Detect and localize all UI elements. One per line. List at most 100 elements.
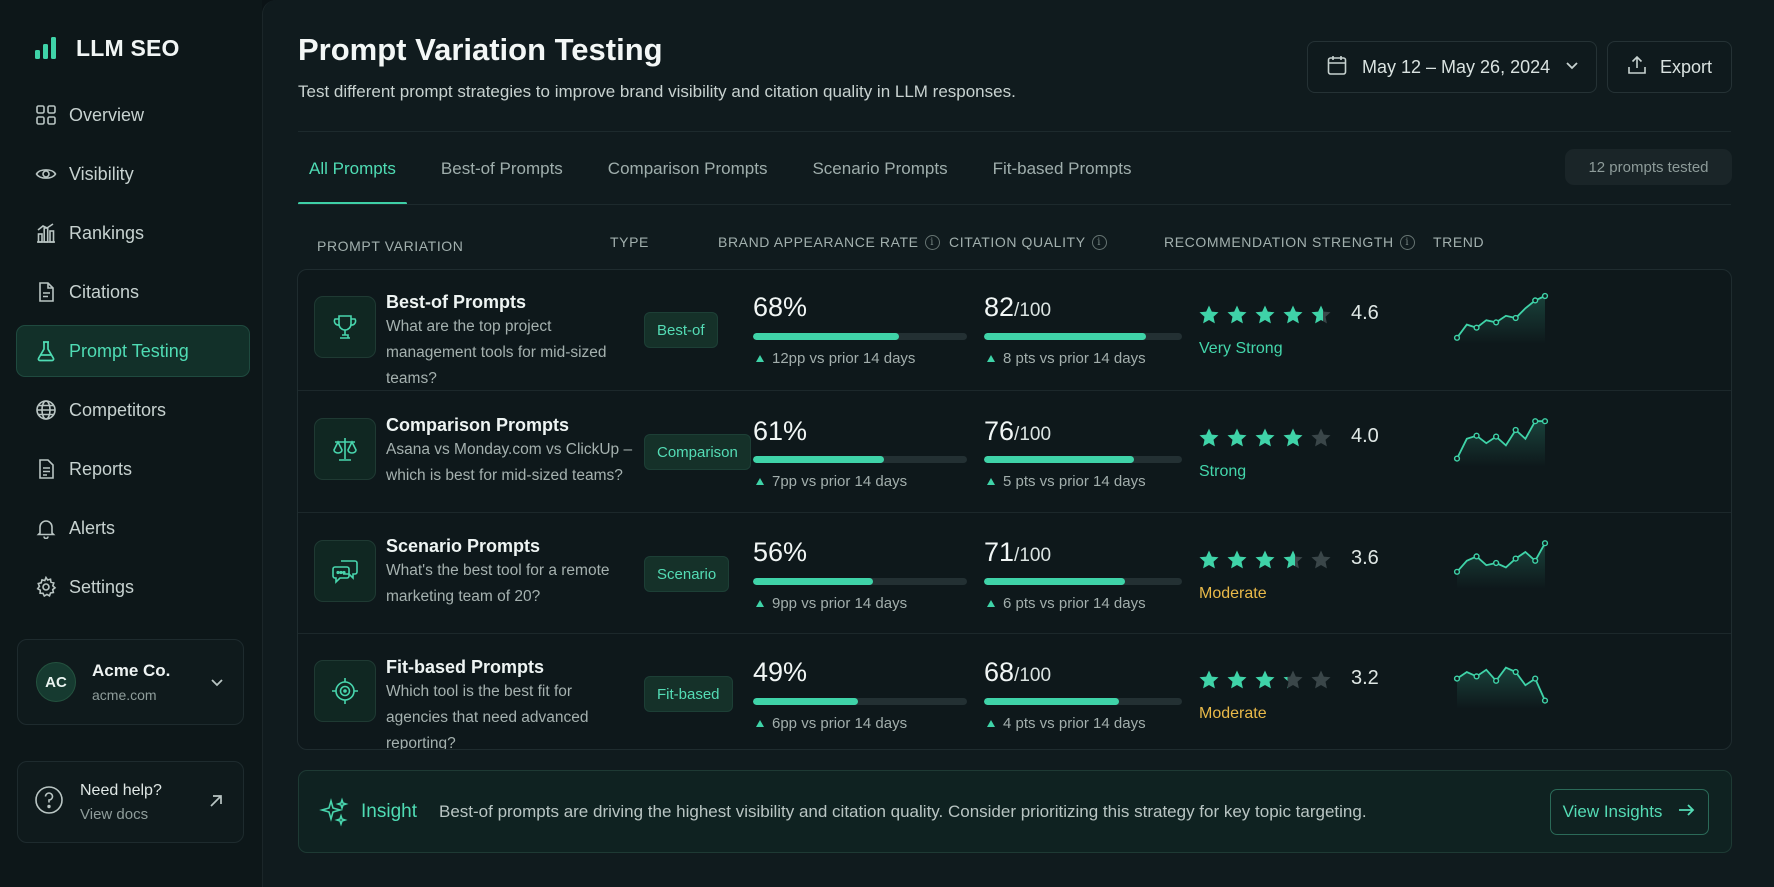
view-insights-button[interactable]: View Insights [1550, 789, 1709, 835]
up-triangle-icon [987, 478, 995, 485]
sidebar-item-label: Rankings [69, 222, 145, 243]
brand-rate-bar-fill [753, 578, 873, 585]
up-triangle-icon [987, 600, 995, 607]
type-badge: Scenario [644, 556, 730, 592]
column-header-label: CITATION QUALITY [949, 234, 1086, 250]
account-info: Acme Co. acme.com [92, 661, 170, 703]
tab-all-prompts[interactable]: All Prompts [298, 134, 407, 205]
sidebar: LLM SEO Overview Visibility Rankings Cit… [0, 0, 262, 887]
strength-label: Very Strong [1199, 340, 1283, 357]
table-row[interactable]: Comparison Prompts Asana vs Monday.com v… [298, 391, 1731, 513]
star-icon [1227, 428, 1247, 447]
chevron-down-icon [1564, 57, 1580, 78]
star-icon [1283, 428, 1303, 447]
delta-text: 6 pts vs prior 14 days [1003, 595, 1146, 612]
citation-delta: 6 pts vs prior 14 days [987, 595, 1146, 612]
insight-banner: Insight Best-of prompts are driving the … [298, 770, 1732, 853]
trend-sparkline [1453, 292, 1549, 344]
row-description: Asana vs Monday.com vs ClickUp – which i… [386, 441, 633, 484]
type-badge: Best-of [644, 312, 718, 348]
citation-suffix: /100 [1014, 424, 1052, 445]
sidebar-item-alerts[interactable]: Alerts [16, 502, 250, 554]
trend-point [1532, 557, 1539, 564]
trend-point [1532, 675, 1539, 682]
sidebar-item-visibility[interactable]: Visibility [16, 148, 250, 200]
sidebar-item-settings[interactable]: Settings [16, 561, 250, 613]
citation-bar-fill [984, 333, 1147, 340]
rating-score: 4.0 [1351, 425, 1379, 447]
sidebar-item-label: Overview [69, 104, 145, 125]
insight-label: Insight [361, 800, 417, 822]
tab-comparison-prompts[interactable]: Comparison Prompts [607, 159, 768, 178]
help-card[interactable]: Need help? View docs [17, 761, 244, 843]
account-domain: acme.com [92, 687, 157, 703]
sidebar-item-citations[interactable]: Citations [16, 266, 250, 318]
bell-icon [35, 517, 57, 539]
trend-point [1473, 553, 1480, 560]
citation-delta: 4 pts vs prior 14 days [987, 715, 1146, 732]
up-triangle-icon [987, 720, 995, 727]
export-button[interactable]: Export [1607, 41, 1732, 93]
column-header-label: RECOMMENDATION STRENGTH [1164, 234, 1394, 250]
brand-rate-bar-fill [753, 456, 884, 463]
up-triangle-icon [756, 720, 764, 727]
star-icon [1227, 670, 1247, 689]
brand[interactable]: LLM SEO [34, 32, 180, 65]
star-icon [1227, 305, 1247, 324]
trend-sparkline [1453, 540, 1549, 589]
date-range-picker[interactable]: May 12 – May 26, 2024 [1307, 41, 1597, 93]
delta-text: 4 pts vs prior 14 days [1003, 715, 1146, 732]
info-icon[interactable]: i [924, 234, 940, 250]
trend-point [1532, 418, 1539, 425]
star-icon [1255, 428, 1275, 447]
sidebar-item-prompt-testing[interactable]: Prompt Testing [16, 325, 250, 377]
star-rating [1198, 427, 1332, 449]
star-icon [1227, 550, 1247, 569]
prompt-tabs: All Prompts Best-of Prompts Comparison P… [298, 134, 1176, 205]
sparkle-icon [319, 796, 349, 827]
scales-icon [314, 418, 376, 480]
brand-rate-value: 49% [753, 657, 807, 688]
citation-value: 68/100 [984, 657, 1051, 688]
page-title: Prompt Variation Testing [298, 32, 663, 67]
info-icon[interactable]: i [1091, 234, 1107, 250]
table-row[interactable]: Fit-based Prompts Which tool is the best… [298, 634, 1731, 750]
citation-score: 68 [984, 657, 1015, 687]
trend-point [1493, 319, 1500, 326]
sidebar-item-rankings[interactable]: Rankings [16, 207, 250, 259]
column-header-prompt: PROMPT VARIATION [317, 238, 464, 254]
sidebar-item-label: Competitors [69, 399, 167, 420]
account-switcher[interactable]: AC Acme Co. acme.com [17, 639, 244, 725]
column-header-trend: TREND [1433, 234, 1484, 250]
document-icon [35, 281, 57, 303]
sidebar-item-overview[interactable]: Overview [16, 89, 250, 141]
table-row[interactable]: Scenario Prompts What's the best tool fo… [298, 513, 1731, 634]
export-label: Export [1660, 56, 1713, 77]
star-icon [1199, 550, 1219, 569]
tab-scenario-prompts[interactable]: Scenario Prompts [812, 159, 948, 178]
citation-suffix: /100 [1014, 545, 1052, 566]
sidebar-item-label: Settings [69, 576, 135, 597]
star-icon [1255, 670, 1275, 689]
trend-point [1541, 540, 1549, 547]
citation-delta: 8 pts vs prior 14 days [987, 350, 1146, 367]
citation-bar-fill [984, 578, 1125, 585]
tab-best-of-prompts[interactable]: Best-of Prompts [440, 159, 563, 178]
insight-text: Best-of prompts are driving the highest … [438, 801, 1367, 821]
tab-fit-based-prompts[interactable]: Fit-based Prompts [992, 159, 1132, 178]
brand-rate-text: 56% [753, 537, 808, 567]
info-icon[interactable]: i [1399, 234, 1415, 250]
trend-point [1512, 555, 1519, 562]
brand-rate-bar-fill [753, 698, 858, 705]
sidebar-item-competitors[interactable]: Competitors [16, 384, 250, 436]
sidebar-item-reports[interactable]: Reports [16, 443, 250, 495]
delta-text: 6pp vs prior 14 days [772, 715, 908, 732]
grid-icon [35, 104, 57, 126]
delta-text: 5 pts vs prior 14 days [1003, 473, 1146, 490]
brand-rate-delta: 12pp vs prior 14 days [756, 350, 915, 367]
row-description: Which tool is the best fit for agencies … [386, 683, 589, 750]
strength-label: Moderate [1199, 585, 1267, 602]
avatar: AC [36, 662, 76, 702]
help-text: Need help? View docs [80, 782, 162, 823]
table-row[interactable]: Best-of Prompts What are the top project… [298, 270, 1731, 391]
